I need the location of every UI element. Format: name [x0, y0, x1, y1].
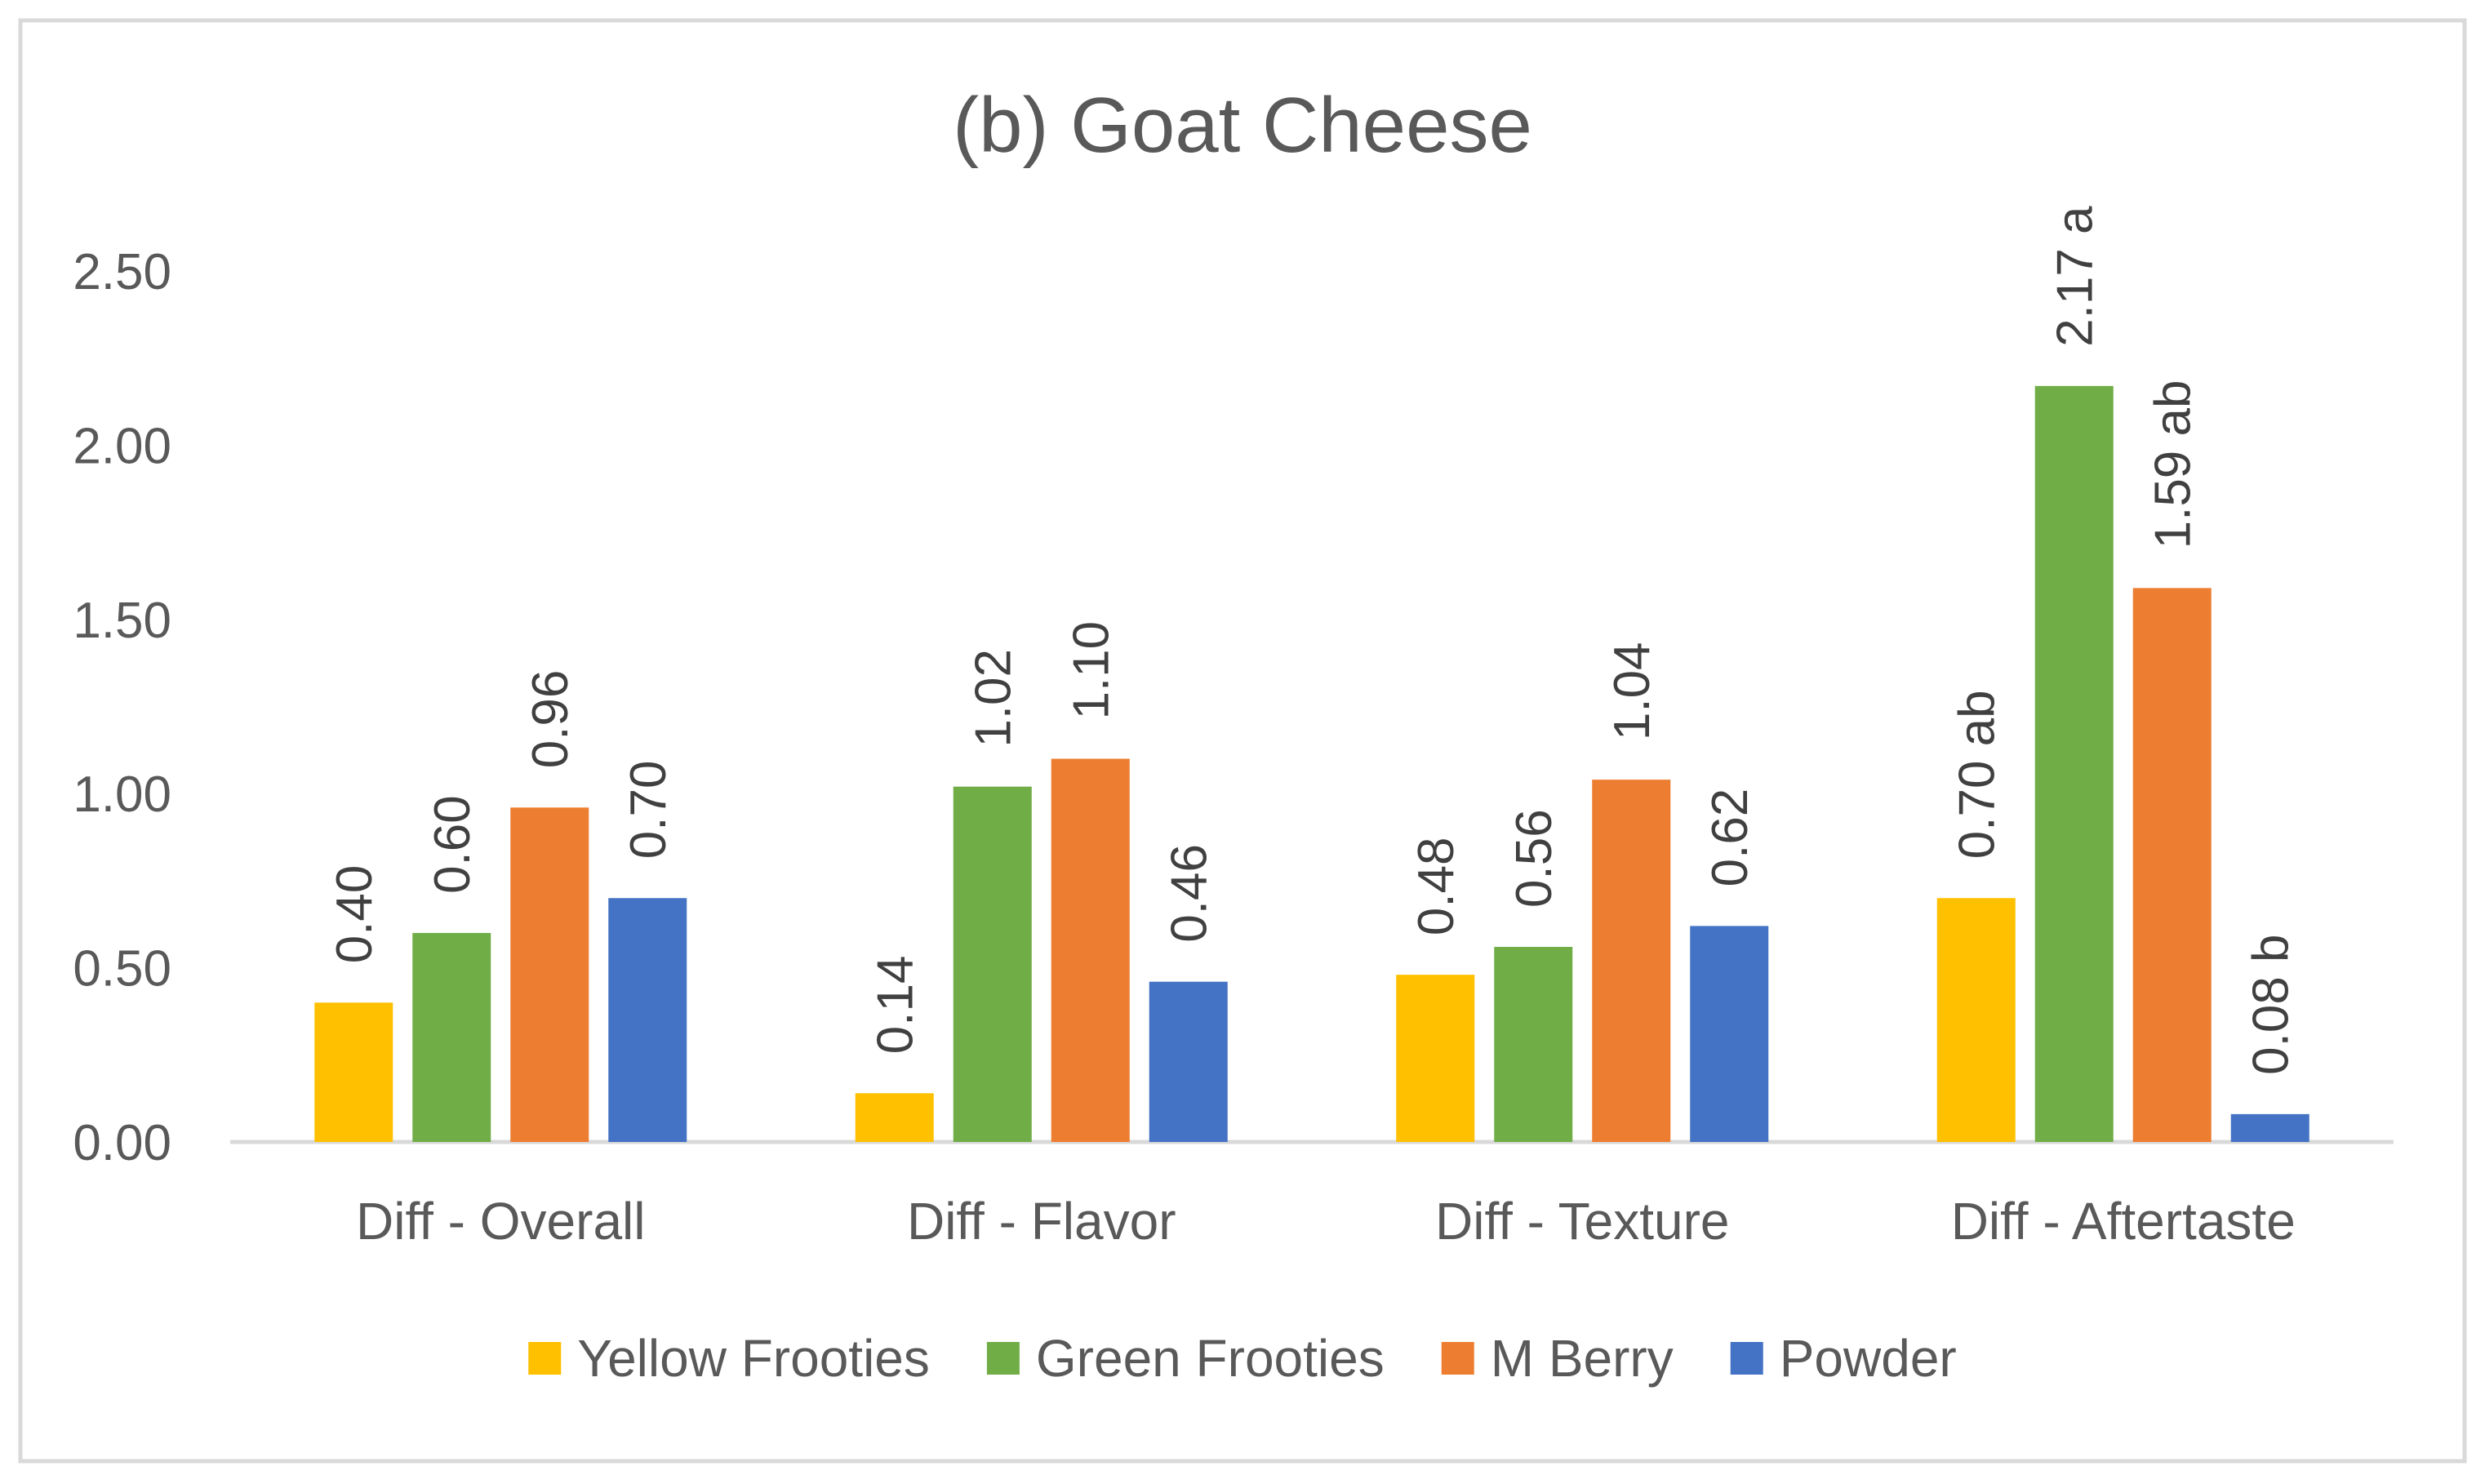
- data-label: 1.10: [1064, 621, 1120, 720]
- bar: [1396, 975, 1475, 1142]
- data-label: 0.46: [1162, 844, 1218, 943]
- y-tick-label: 1.50: [73, 593, 171, 649]
- bar: [1936, 898, 2016, 1142]
- x-tick-label: Diff - Aftertaste: [1951, 1192, 2296, 1251]
- bar: [1051, 758, 1130, 1142]
- y-tick-label: 0.50: [73, 941, 171, 997]
- data-label: 0.56: [1506, 809, 1563, 908]
- legend-label: Green Frooties: [1036, 1329, 1385, 1388]
- data-label: 1.02: [966, 649, 1022, 748]
- y-tick-label: 2.50: [73, 244, 171, 300]
- bar: [2230, 1113, 2309, 1142]
- legend-swatch: [528, 1342, 562, 1375]
- legend-swatch: [986, 1342, 1020, 1375]
- bar: [412, 932, 491, 1142]
- data-label: 1.59 ab: [2145, 380, 2202, 549]
- y-axis: 0.00 0.50 1.00 1.50 2.00 2.50: [73, 244, 171, 1171]
- bars: 0.40 0.60 0.96 0.70 0.14 1.02 1.10 0.46 0.48 0.56…: [314, 206, 2309, 1142]
- data-label: 0.48: [1408, 837, 1465, 935]
- bar: [1592, 780, 1671, 1142]
- x-tick-label: Diff - Flavor: [907, 1192, 1176, 1251]
- data-label: 0.70: [620, 761, 677, 860]
- data-label: 0.60: [425, 795, 481, 894]
- legend-item: Yellow Frooties: [528, 1329, 930, 1388]
- legend-item: Green Frooties: [986, 1329, 1385, 1388]
- bar: [608, 898, 687, 1142]
- legend-label: Yellow Frooties: [577, 1329, 930, 1388]
- bar: [2132, 588, 2212, 1142]
- x-axis: Diff - Overall Diff - Flavor Diff - Textur…: [356, 1192, 2296, 1251]
- data-label: 1.04: [1604, 642, 1660, 740]
- legend-label: M Berry: [1491, 1329, 1674, 1388]
- bar: [1690, 926, 1769, 1142]
- data-label: 0.70 ab: [1949, 690, 2006, 859]
- data-label: 0.62: [1702, 789, 1758, 887]
- data-label: 2.17 a: [2047, 206, 2104, 347]
- bar: [855, 1093, 934, 1142]
- x-tick-label: Diff - Texture: [1435, 1192, 1729, 1251]
- bar: [1149, 981, 1228, 1142]
- legend-swatch: [1730, 1342, 1763, 1375]
- y-tick-label: 0.00: [73, 1115, 171, 1171]
- legend-item: M Berry: [1441, 1329, 1674, 1388]
- y-tick-label: 2.00: [73, 418, 171, 474]
- bar: [314, 1002, 393, 1142]
- legend-swatch: [1441, 1342, 1474, 1375]
- legend-item: Powder: [1730, 1329, 1957, 1388]
- chart-title: (b) Goat Cheese: [953, 82, 1532, 169]
- bar: [510, 807, 589, 1142]
- bar: [1494, 946, 1573, 1142]
- x-tick-label: Diff - Overall: [356, 1192, 645, 1251]
- data-label: 0.08 b: [2243, 934, 2300, 1074]
- data-label: 0.14: [868, 956, 924, 1055]
- bar: [953, 786, 1032, 1142]
- data-label: 0.40: [327, 865, 383, 964]
- y-tick-label: 1.00: [73, 766, 171, 823]
- legend-label: Powder: [1780, 1329, 1957, 1388]
- legend: Yellow Frooties Green Frooties M Berry Powd…: [528, 1329, 1957, 1388]
- bar: [2034, 385, 2114, 1142]
- data-label: 0.96: [522, 670, 579, 769]
